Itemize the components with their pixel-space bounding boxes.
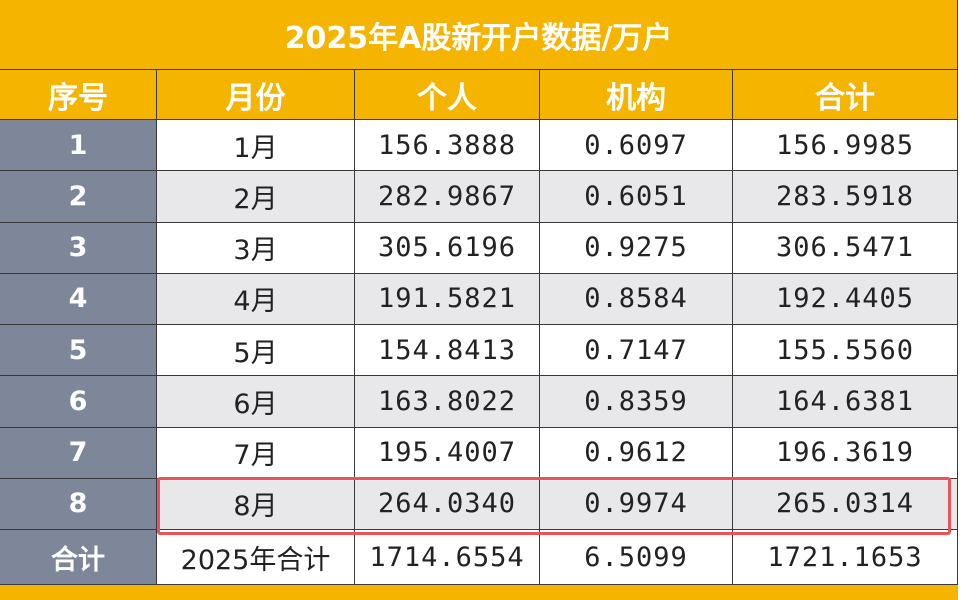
data-cell: 2月 — [157, 171, 355, 223]
row-index: 1 — [0, 120, 157, 172]
data-cell: 6月 — [157, 376, 355, 428]
data-cell: 3月 — [157, 222, 355, 274]
data-cell: 4月 — [157, 273, 355, 325]
header-cell: 机构 — [540, 70, 733, 120]
row-index: 合计 — [0, 530, 157, 585]
data-cell: 196.3619 — [733, 427, 958, 479]
data-cell: 283.5918 — [733, 171, 958, 223]
data-cell: 195.4007 — [355, 427, 540, 479]
header-cell: 月份 — [157, 70, 355, 120]
data-cell: 156.3888 — [355, 120, 540, 172]
data-cell: 265.0314 — [733, 478, 958, 530]
data-cell: 0.7147 — [540, 325, 733, 377]
data-cell: 1月 — [157, 120, 355, 172]
footer-strip — [0, 585, 958, 600]
data-cell: 1714.6554 — [355, 530, 540, 585]
table-title: 2025年A股新开户数据/万户 — [0, 0, 958, 70]
header-cell: 合计 — [733, 70, 958, 120]
data-cell: 5月 — [157, 325, 355, 377]
row-index: 6 — [0, 376, 157, 428]
row-index: 2 — [0, 171, 157, 223]
data-cell: 0.8584 — [540, 273, 733, 325]
data-cell: 0.6051 — [540, 171, 733, 223]
data-cell: 0.9974 — [540, 478, 733, 530]
row-index: 4 — [0, 273, 157, 325]
data-cell: 8月 — [157, 478, 355, 530]
data-cell: 0.9612 — [540, 427, 733, 479]
header-cell: 个人 — [355, 70, 540, 120]
data-cell: 2025年合计 — [157, 530, 355, 585]
data-cell: 7月 — [157, 427, 355, 479]
data-cell: 155.5560 — [733, 325, 958, 377]
data-cell: 6.5099 — [540, 530, 733, 585]
data-cell: 191.5821 — [355, 273, 540, 325]
data-cell: 156.9985 — [733, 120, 958, 172]
row-index: 5 — [0, 325, 157, 377]
data-cell: 192.4405 — [733, 273, 958, 325]
header-cell: 序号 — [0, 70, 157, 120]
row-index: 8 — [0, 478, 157, 530]
data-cell: 282.9867 — [355, 171, 540, 223]
data-cell: 305.6196 — [355, 222, 540, 274]
data-cell: 0.6097 — [540, 120, 733, 172]
data-cell: 154.8413 — [355, 325, 540, 377]
data-cell: 1721.1653 — [733, 530, 958, 585]
data-cell: 0.8359 — [540, 376, 733, 428]
data-cell: 0.9275 — [540, 222, 733, 274]
data-cell: 264.0340 — [355, 478, 540, 530]
data-cell: 164.6381 — [733, 376, 958, 428]
row-index: 7 — [0, 427, 157, 479]
row-index: 3 — [0, 222, 157, 274]
data-cell: 163.8022 — [355, 376, 540, 428]
data-cell: 306.5471 — [733, 222, 958, 274]
